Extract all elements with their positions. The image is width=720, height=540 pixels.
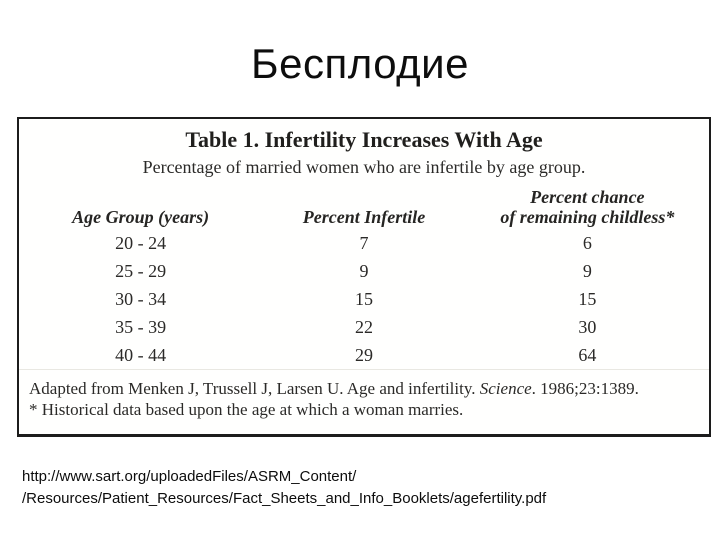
table-row: 35 - 39 22 30 [29,313,699,341]
figure-subtitle: Percentage of married women who are infe… [142,157,586,177]
slide-title: Бесплодие [251,40,469,87]
table-header-row: Age Group (years) Percent Infertile Perc… [29,187,699,227]
source-url-line2: /Resources/Patient_Resources/Fact_Sheets… [22,490,547,507]
column-header-percent-infertile: Percent Infertile [302,207,426,227]
column-header-percent-childless-line2: of remaining childless* [500,207,675,227]
column-header-percent-childless-line1: Percent chance [530,187,645,207]
percent-infertile-cell: 9 [359,261,369,281]
source-url-line1: http://www.sart.org/uploadedFiles/ASRM_C… [22,468,357,485]
historical-data-footnote: * Historical data based upon the age at … [29,400,464,419]
table-row: 40 - 44 29 64 [29,341,699,369]
infertility-table-figure: Table 1. Infertility Increases With Age … [17,117,711,437]
age-group-cell: 25 - 29 [115,261,167,281]
source-citation-suffix: . 1986;23:1389. [531,379,639,398]
table-body: 20 - 24 7 6 25 - 29 9 9 30 - 34 15 15 35… [29,229,699,369]
figure-title: Table 1. Infertility Increases With Age [185,127,543,152]
percent-childless-cell: 6 [582,233,592,253]
percent-infertile-cell: 22 [354,317,373,337]
source-url: http://www.sart.org/uploadedFiles/ASRM_C… [22,466,546,510]
age-group-cell: 35 - 39 [115,317,167,337]
percent-infertile-cell: 7 [359,233,369,253]
footnote-divider [19,369,709,370]
percent-childless-cell: 64 [578,345,597,365]
column-header-percent-childless: Percent chance of remaining childless* [476,187,699,227]
column-header-age-group: Age Group (years) [72,207,210,227]
source-citation: Adapted from Menken J, Trussell J, Larse… [29,378,699,399]
table-row: 20 - 24 7 6 [29,229,699,257]
source-citation-prefix: Adapted from Menken J, Trussell J, Larse… [29,379,480,398]
age-group-cell: 40 - 44 [115,345,167,365]
table-row: 25 - 29 9 9 [29,257,699,285]
percent-infertile-cell: 15 [354,289,373,309]
age-group-cell: 30 - 34 [115,289,167,309]
table-row: 30 - 34 15 15 [29,285,699,313]
percent-childless-cell: 9 [582,261,592,281]
percent-childless-cell: 30 [578,317,597,337]
percent-infertile-cell: 29 [354,345,373,365]
source-citation-journal: Science [479,379,532,398]
age-group-cell: 20 - 24 [115,233,167,253]
percent-childless-cell: 15 [578,289,597,309]
